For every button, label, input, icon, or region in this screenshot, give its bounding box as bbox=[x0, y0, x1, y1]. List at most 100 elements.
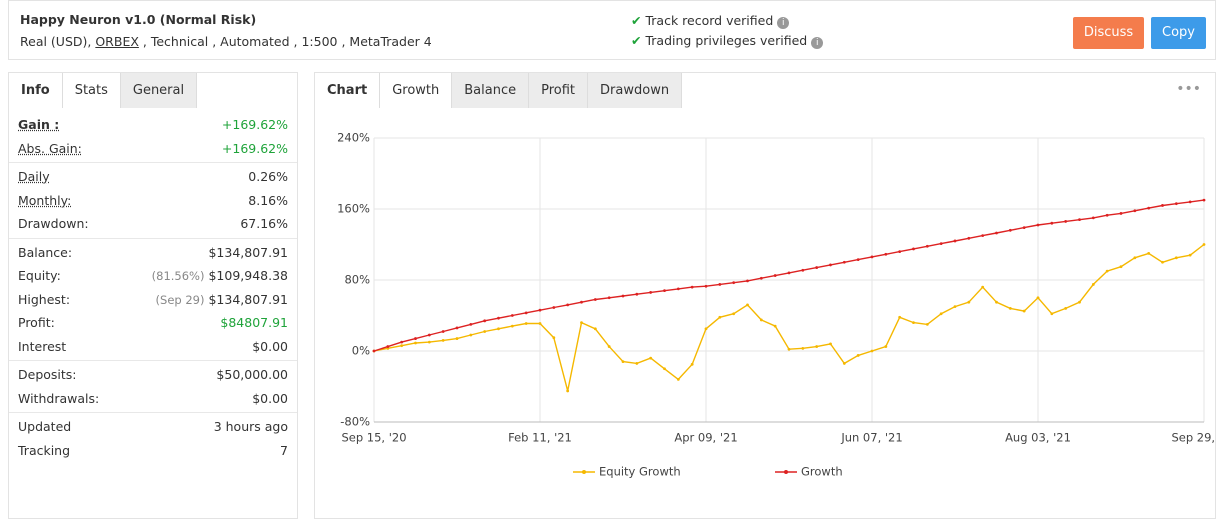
point bbox=[995, 300, 998, 304]
point bbox=[746, 303, 749, 307]
point bbox=[455, 326, 459, 330]
point bbox=[1133, 209, 1137, 213]
stat-label: Deposits: bbox=[18, 367, 77, 383]
tab: Chart bbox=[315, 73, 381, 108]
point bbox=[884, 345, 888, 348]
system-title: Happy Neuron v1.0 (Normal Risk) bbox=[20, 12, 257, 27]
point bbox=[580, 300, 583, 304]
point bbox=[483, 319, 487, 323]
broker-link[interactable]: ORBEX bbox=[95, 34, 139, 49]
stat-label: Tracking bbox=[18, 442, 71, 458]
stat-note: (Sep 29) bbox=[155, 292, 205, 307]
point bbox=[469, 322, 473, 326]
point bbox=[510, 324, 514, 328]
point bbox=[1188, 200, 1192, 204]
stat-label: Drawdown: bbox=[18, 216, 89, 232]
tab-bar: Info Stats General bbox=[9, 73, 198, 108]
point bbox=[829, 342, 832, 346]
tab[interactable]: Stats bbox=[62, 73, 121, 108]
point bbox=[912, 247, 915, 251]
point bbox=[1188, 253, 1192, 257]
stat-value: $134,807.91 bbox=[208, 244, 288, 260]
tab[interactable]: Balance bbox=[452, 73, 530, 108]
copy-button[interactable]: Copy bbox=[1151, 17, 1206, 49]
point bbox=[898, 315, 902, 319]
stats-group: Gain : +169.62% Abs. Gain: +169.62% bbox=[9, 111, 297, 163]
point bbox=[925, 244, 929, 248]
x-tick-label: Sep 15, '20 bbox=[341, 431, 406, 445]
point bbox=[1022, 309, 1026, 313]
point bbox=[801, 268, 805, 272]
point bbox=[870, 255, 874, 259]
stat-value: 7 bbox=[280, 442, 288, 458]
point bbox=[884, 252, 888, 256]
tab[interactable]: Profit bbox=[529, 73, 589, 108]
point bbox=[939, 312, 943, 316]
point bbox=[1022, 226, 1026, 230]
stat-label: Profit: bbox=[18, 315, 55, 331]
tab[interactable]: Growth bbox=[380, 73, 453, 108]
point bbox=[1036, 223, 1040, 227]
menu-dots[interactable]: ••• bbox=[1176, 81, 1201, 97]
point bbox=[635, 362, 639, 365]
stat-value-wrap: +169.62% bbox=[222, 141, 288, 156]
point bbox=[1078, 218, 1081, 222]
y-tick-label: 160% bbox=[337, 202, 370, 216]
point bbox=[829, 263, 832, 267]
point bbox=[1105, 213, 1109, 217]
stat-label: Balance: bbox=[18, 244, 73, 260]
point bbox=[469, 333, 473, 337]
point bbox=[427, 340, 431, 344]
stat-value: 0.26% bbox=[248, 169, 288, 185]
point bbox=[1050, 221, 1054, 225]
point bbox=[566, 303, 570, 307]
point bbox=[580, 321, 583, 324]
point bbox=[773, 324, 777, 328]
point bbox=[718, 315, 722, 319]
legend-label: Equity Growth bbox=[599, 465, 681, 479]
stats-row: Monthly: 8.16% bbox=[9, 189, 297, 213]
point bbox=[801, 346, 805, 350]
subtitle-end: , Technical , Automated , 1:500 , MetaTr… bbox=[142, 34, 432, 49]
point bbox=[912, 321, 915, 324]
y-tick-label: -80% bbox=[340, 415, 370, 429]
point bbox=[676, 378, 680, 381]
point bbox=[441, 330, 445, 333]
point bbox=[663, 367, 666, 371]
point bbox=[538, 322, 542, 325]
chart-panel: Chart Growth Balance Profit Drawdown ••• -80… bbox=[314, 72, 1216, 519]
x-tick-label: Feb 11, '21 bbox=[508, 431, 572, 445]
discuss-button[interactable]: Discuss bbox=[1073, 17, 1144, 49]
point bbox=[1202, 243, 1206, 246]
stat-value: 3 hours ago bbox=[213, 419, 288, 435]
point bbox=[939, 242, 943, 246]
tab[interactable]: General bbox=[120, 73, 198, 108]
stats-row: Daily 0.26% bbox=[9, 165, 297, 189]
stat-value: $84807.91 bbox=[220, 315, 288, 331]
tab[interactable]: Drawdown bbox=[588, 73, 683, 108]
point bbox=[621, 294, 625, 298]
point bbox=[400, 340, 404, 344]
point bbox=[787, 347, 791, 351]
stat-value: $109,948.38 bbox=[208, 268, 288, 284]
stat-note: (81.56%) bbox=[151, 269, 205, 284]
point bbox=[497, 316, 500, 320]
point bbox=[1119, 212, 1123, 215]
stat-value-wrap: (Sep 29) $134,807.91 bbox=[156, 292, 288, 307]
stat-label: Daily bbox=[18, 169, 50, 185]
point bbox=[787, 271, 791, 275]
point bbox=[1008, 228, 1012, 232]
point bbox=[676, 287, 680, 291]
point bbox=[759, 318, 763, 322]
point bbox=[441, 338, 445, 342]
point bbox=[995, 231, 998, 235]
tab-bar: Chart Growth Balance Profit Drawdown bbox=[315, 73, 683, 108]
stat-value-wrap: 0.26% bbox=[248, 169, 288, 184]
verified-item: ✔ Track record verified i bbox=[631, 13, 790, 29]
chart: -80% 0% 80% 160% 240% Sep 15, '20 Feb 11, '21 A… bbox=[337, 131, 1215, 479]
point bbox=[483, 330, 487, 333]
legend-swatch-dot bbox=[784, 470, 788, 474]
y-tick-label: 0% bbox=[352, 344, 370, 358]
point bbox=[649, 356, 653, 360]
